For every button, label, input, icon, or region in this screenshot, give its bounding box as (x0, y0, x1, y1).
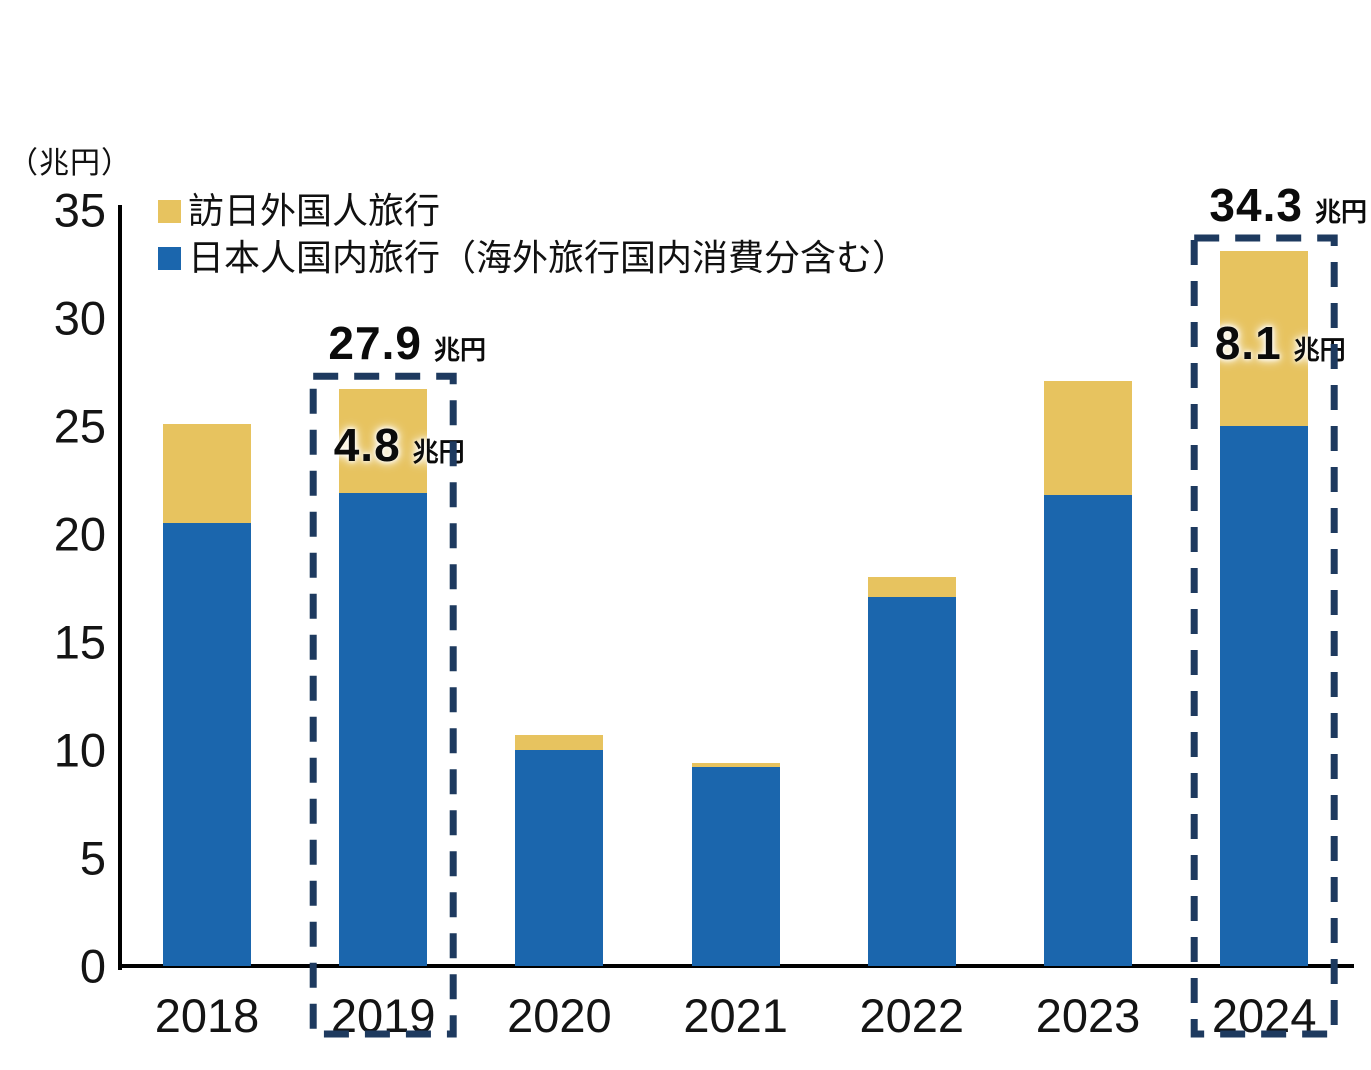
segment-value: 4.8 (333, 419, 401, 472)
x-axis-label-2021: 2021 (683, 989, 788, 1042)
segment-value: 8.1 (1214, 316, 1282, 369)
bar-2020-inbound (515, 734, 604, 750)
segment-label-2024: 8.1 兆円 (1215, 316, 1346, 370)
bar-2020-domestic (515, 750, 604, 966)
bar-2022-inbound (867, 577, 956, 597)
total-value: 27.9 (328, 317, 422, 370)
legend-item-domestic: 日本人国内旅行（海外旅行国内消費分含む） (158, 239, 908, 277)
total-unit: 兆円 (1314, 197, 1367, 228)
y-tick-label-35: 35 (53, 183, 106, 237)
legend-item-inbound: 訪日外国人旅行 (158, 192, 908, 230)
legend-label-domestic: 日本人国内旅行（海外旅行国内消費分含む） (188, 237, 909, 278)
x-axis-label-2023: 2023 (1035, 989, 1141, 1042)
legend-label-inbound: 訪日外国人旅行 (188, 190, 441, 231)
total-label-2024: 34.3 兆円 (1209, 178, 1367, 232)
bar-2022-domestic (867, 596, 956, 966)
y-tick-label-5: 5 (79, 831, 106, 885)
total-label-2019: 27.9 兆円 (328, 316, 486, 370)
segment-label-2019: 4.8 兆円 (334, 418, 465, 472)
bar-2021-domestic (691, 767, 780, 966)
bar-2018-inbound (163, 423, 251, 524)
x-axis-label-2018: 2018 (154, 989, 260, 1042)
x-axis-label-2024: 2024 (1211, 989, 1317, 1042)
y-tick-label-15: 15 (53, 615, 106, 669)
bar-2023-inbound (1044, 380, 1132, 496)
bar-2018-domestic (163, 523, 251, 966)
y-tick-label-30: 30 (53, 291, 106, 345)
inbound-color-swatch-icon (158, 199, 181, 223)
x-axis-label-2022: 2022 (859, 989, 965, 1042)
y-axis-unit-label: （兆円） (8, 147, 132, 180)
y-tick-label-20: 20 (53, 507, 106, 561)
x-axis-line (118, 964, 1354, 968)
bar-2023-domestic (1044, 495, 1132, 966)
x-axis-label-2019: 2019 (330, 989, 436, 1042)
total-value: 34.3 (1209, 179, 1303, 232)
bar-2019-domestic (339, 492, 428, 966)
segment-unit: 兆円 (1293, 334, 1346, 365)
legend: 訪日外国人旅行 日本人国内旅行（海外旅行国内消費分含む） (158, 192, 908, 286)
bar-2021-inbound (691, 762, 780, 768)
y-tick-label-10: 10 (53, 723, 106, 777)
x-axis-label-2020: 2020 (507, 989, 612, 1042)
domestic-color-swatch-icon (158, 246, 181, 270)
y-axis-line (118, 205, 122, 970)
segment-unit: 兆円 (412, 437, 465, 468)
total-unit: 兆円 (433, 335, 486, 366)
y-tick-label-25: 25 (53, 399, 106, 453)
y-tick-label-0: 0 (79, 939, 106, 993)
bar-2024-domestic (1220, 426, 1309, 966)
